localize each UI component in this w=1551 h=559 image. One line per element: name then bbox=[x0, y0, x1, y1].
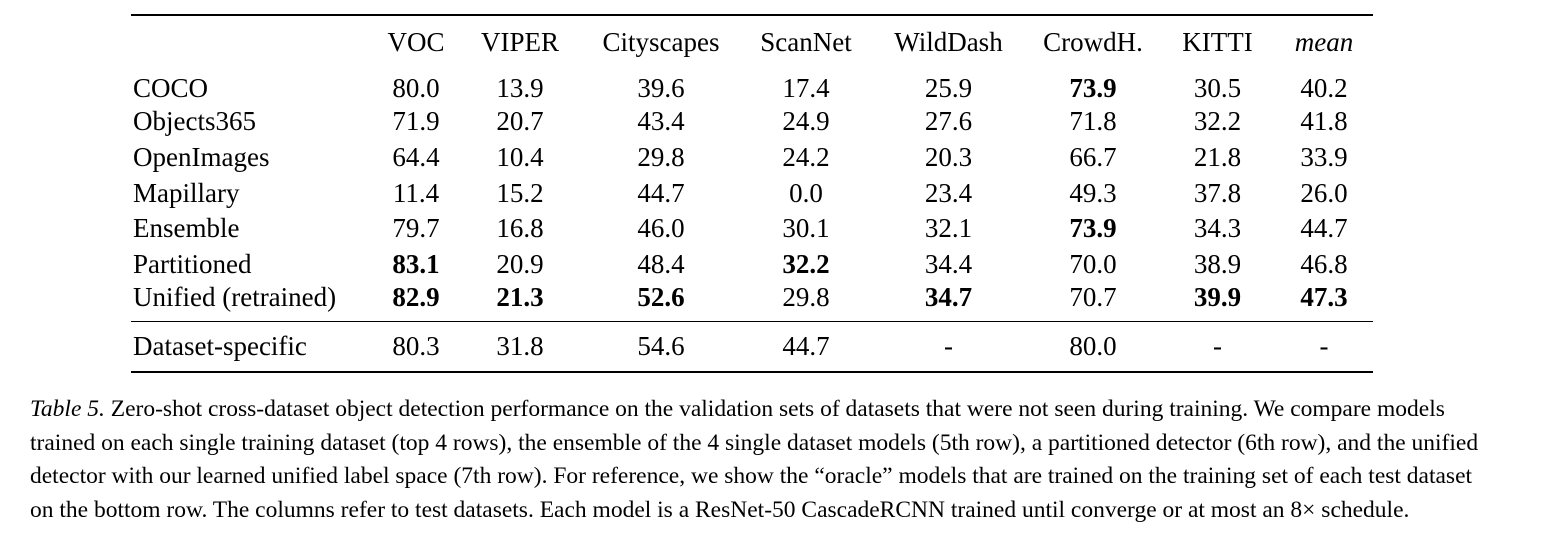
header-cell-scannet: ScanNet bbox=[760, 27, 852, 57]
value-cell-kitti: 32.2 bbox=[1193, 106, 1242, 137]
row-label: Mapillary bbox=[133, 177, 240, 208]
table-footer: Dataset-specific 80.3 31.8 54.6 44.7 - 80.0 - - bbox=[131, 321, 1373, 372]
value-cell-crowdh: 49.3 bbox=[1069, 177, 1117, 208]
header-cell-mean: mean bbox=[1294, 27, 1354, 57]
value-cell-mean: 46.8 bbox=[1300, 249, 1348, 280]
row-label: COCO bbox=[133, 73, 209, 103]
value-cell-mean: 44.7 bbox=[1300, 213, 1348, 244]
value-cell-cityscapes: 54.6 bbox=[637, 331, 685, 362]
value-cell-mean: 26.0 bbox=[1300, 177, 1348, 208]
value-cell-voc: 79.7 bbox=[392, 213, 440, 244]
value-cell-voc: 83.1 bbox=[392, 249, 440, 280]
value-cell-kitti: 21.8 bbox=[1193, 142, 1242, 173]
value-cell-mean: 47.3 bbox=[1300, 282, 1348, 313]
value-cell-cityscapes: 46.0 bbox=[637, 213, 685, 244]
header-cell-crowdh: CrowdH. bbox=[1043, 27, 1143, 57]
value-cell-viper: 16.8 bbox=[496, 213, 544, 244]
table-row-partitioned: Partitioned 83.1 20.9 48.4 32.2 34.4 70.0 38.9 4… bbox=[131, 247, 1373, 283]
caption-text: Zero-shot cross-dataset object detection… bbox=[30, 396, 1479, 523]
value-cell-crowdh: 73.9 bbox=[1069, 213, 1117, 244]
value-cell-cityscapes: 29.8 bbox=[637, 142, 685, 173]
value-cell-crowdh: 73.9 bbox=[1069, 73, 1117, 103]
value-cell-viper: 21.3 bbox=[496, 282, 544, 313]
value-cell-scannet: 17.4 bbox=[782, 73, 830, 103]
value-cell-cityscapes: 39.6 bbox=[637, 73, 685, 103]
value-cell-viper: 31.8 bbox=[496, 331, 544, 362]
value-cell-scannet: 0.0 bbox=[789, 177, 823, 208]
table-header: VOC VIPER Cityscapes ScanNet WildDash CrowdH.… bbox=[131, 15, 1373, 67]
table-row-unified-retrained: Unified (retrained) 82.9 21.3 52.6 29.8 34.7 7… bbox=[131, 282, 1373, 322]
value-cell-voc: 82.9 bbox=[392, 282, 440, 313]
row-label: Objects365 bbox=[133, 106, 256, 137]
value-cell-kitti: 38.9 bbox=[1193, 249, 1242, 280]
value-cell-wilddash: 27.6 bbox=[924, 106, 973, 137]
value-cell-voc: 64.4 bbox=[392, 142, 440, 173]
value-cell-scannet: 24.9 bbox=[782, 106, 830, 137]
results-table-container: VOC VIPER Cityscapes ScanNet WildDash CrowdH.… bbox=[131, 14, 1373, 373]
value-cell-mean: 41.8 bbox=[1300, 106, 1348, 137]
value-cell-kitti: - bbox=[1213, 331, 1222, 362]
table-row-coco: COCO 80.0 13.9 39.6 17.4 25.9 73.9 30.5 40.2 bbox=[131, 67, 1373, 104]
row-label: Dataset-specific bbox=[133, 331, 307, 362]
value-cell-crowdh: 80.0 bbox=[1069, 331, 1117, 362]
value-cell-scannet: 30.1 bbox=[782, 213, 830, 244]
value-cell-wilddash: 32.1 bbox=[924, 213, 973, 244]
value-cell-voc: 11.4 bbox=[392, 177, 440, 208]
value-cell-scannet: 32.2 bbox=[782, 249, 830, 280]
value-cell-mean: - bbox=[1319, 331, 1329, 362]
value-cell-cityscapes: 48.4 bbox=[637, 249, 685, 280]
value-cell-scannet: 29.8 bbox=[782, 282, 830, 313]
value-cell-wilddash: 20.3 bbox=[924, 142, 973, 173]
value-cell-scannet: 44.7 bbox=[782, 331, 830, 362]
table-row-mapillary: Mapillary 11.4 15.2 44.7 0.0 23.4 49.3 37.8 26.0 bbox=[131, 175, 1373, 211]
header-row: VOC VIPER Cityscapes ScanNet WildDash CrowdH.… bbox=[131, 15, 1373, 67]
caption-label: Table 5. bbox=[30, 396, 105, 422]
value-cell-voc: 71.9 bbox=[392, 106, 440, 137]
value-cell-cityscapes: 44.7 bbox=[637, 177, 685, 208]
value-cell-kitti: 34.3 bbox=[1193, 213, 1242, 244]
table-row-dataset-specific: Dataset-specific 80.3 31.8 54.6 44.7 - 80.0 - - bbox=[131, 321, 1373, 372]
value-cell-viper: 20.7 bbox=[496, 106, 544, 137]
header-cell-viper: VIPER bbox=[480, 27, 559, 57]
value-cell-cityscapes: 43.4 bbox=[637, 106, 685, 137]
value-cell-cityscapes: 52.6 bbox=[637, 282, 685, 313]
row-label: OpenImages bbox=[133, 142, 270, 173]
table-row-openimages: OpenImages 64.4 10.4 29.8 24.2 20.3 66.7 21.8 33… bbox=[131, 140, 1373, 176]
row-label: Ensemble bbox=[133, 213, 240, 244]
value-cell-mean: 40.2 bbox=[1300, 73, 1348, 103]
value-cell-wilddash: 34.7 bbox=[924, 282, 973, 313]
row-label: Partitioned bbox=[133, 249, 252, 280]
header-cell-cityscapes: Cityscapes bbox=[602, 27, 720, 57]
value-cell-viper: 13.9 bbox=[496, 73, 544, 103]
row-label: Unified (retrained) bbox=[133, 282, 337, 313]
value-cell-wilddash: - bbox=[944, 331, 953, 362]
value-cell-viper: 15.2 bbox=[496, 177, 544, 208]
value-cell-viper: 10.4 bbox=[496, 142, 544, 173]
value-cell-crowdh: 70.7 bbox=[1069, 282, 1117, 313]
header-cell-wilddash: WildDash bbox=[894, 27, 1003, 57]
header-cell-kitti: KITTI bbox=[1182, 27, 1253, 57]
value-cell-wilddash: 25.9 bbox=[924, 73, 973, 103]
table-caption: Table 5. Zero-shot cross-dataset object … bbox=[30, 393, 1500, 527]
value-cell-wilddash: 34.4 bbox=[924, 249, 973, 280]
value-cell-mean: 33.9 bbox=[1300, 142, 1348, 173]
value-cell-crowdh: 66.7 bbox=[1069, 142, 1117, 173]
table-row-objects365: Objects365 71.9 20.7 43.4 24.9 27.6 71.8 32.2 41… bbox=[131, 104, 1373, 140]
value-cell-viper: 20.9 bbox=[496, 249, 544, 280]
value-cell-scannet: 24.2 bbox=[782, 142, 830, 173]
value-cell-crowdh: 71.8 bbox=[1069, 106, 1117, 137]
value-cell-kitti: 37.8 bbox=[1193, 177, 1242, 208]
value-cell-voc: 80.3 bbox=[392, 331, 440, 362]
value-cell-kitti: 39.9 bbox=[1193, 282, 1242, 313]
value-cell-crowdh: 70.0 bbox=[1069, 249, 1117, 280]
table-body: COCO 80.0 13.9 39.6 17.4 25.9 73.9 30.5 40.2 Obje… bbox=[131, 67, 1373, 322]
header-cell-row-label bbox=[131, 15, 373, 67]
results-table: VOC VIPER Cityscapes ScanNet WildDash CrowdH.… bbox=[131, 14, 1373, 373]
value-cell-voc: 80.0 bbox=[392, 73, 440, 103]
value-cell-kitti: 30.5 bbox=[1193, 73, 1242, 103]
header-cell-voc: VOC bbox=[387, 27, 445, 57]
table-row-ensemble: Ensemble 79.7 16.8 46.0 30.1 32.1 73.9 34.3 44.7 bbox=[131, 211, 1373, 247]
value-cell-wilddash: 23.4 bbox=[924, 177, 973, 208]
